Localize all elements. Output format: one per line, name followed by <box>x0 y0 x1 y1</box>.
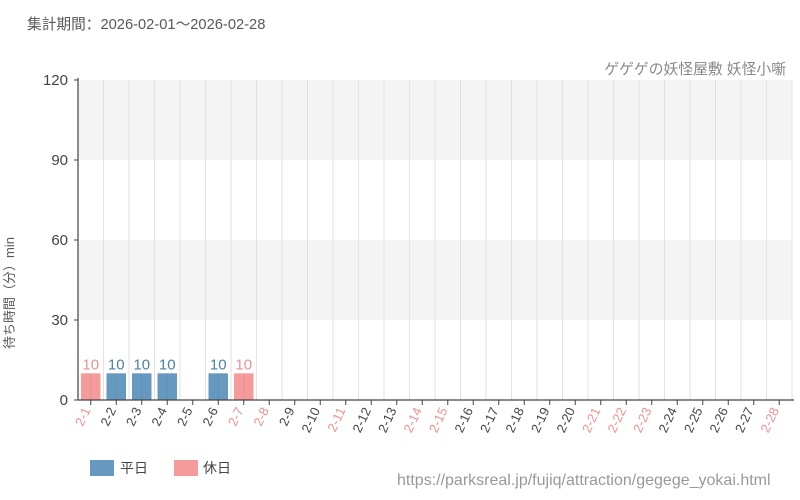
svg-text:2-10: 2-10 <box>298 405 323 435</box>
svg-text:2-13: 2-13 <box>375 405 400 435</box>
svg-text:10: 10 <box>210 356 227 373</box>
svg-text:2-2: 2-2 <box>97 405 119 428</box>
svg-text:2-20: 2-20 <box>553 405 578 435</box>
svg-text:2-4: 2-4 <box>148 405 170 428</box>
svg-text:90: 90 <box>51 152 68 169</box>
svg-text:2-8: 2-8 <box>250 405 272 428</box>
svg-text:2-24: 2-24 <box>655 405 680 435</box>
svg-text:2-18: 2-18 <box>502 405 527 435</box>
svg-text:2-16: 2-16 <box>451 405 476 435</box>
svg-text:2-17: 2-17 <box>477 405 502 435</box>
svg-text:2-15: 2-15 <box>426 405 451 435</box>
svg-text:2-5: 2-5 <box>174 405 196 428</box>
svg-text:10: 10 <box>133 356 150 373</box>
svg-text:2-7: 2-7 <box>225 405 247 428</box>
svg-text:2-1: 2-1 <box>72 405 94 428</box>
svg-text:2-27: 2-27 <box>732 405 757 435</box>
svg-text:2-9: 2-9 <box>276 405 298 428</box>
svg-text:2-12: 2-12 <box>349 405 374 435</box>
svg-text:0: 0 <box>60 392 68 409</box>
svg-text:2-23: 2-23 <box>630 405 655 435</box>
svg-text:120: 120 <box>43 72 68 89</box>
svg-text:2-6: 2-6 <box>199 405 221 428</box>
svg-text:2-11: 2-11 <box>324 405 348 434</box>
svg-text:2-21: 2-21 <box>579 405 604 435</box>
svg-text:2-28: 2-28 <box>757 405 782 435</box>
svg-text:60: 60 <box>51 232 68 249</box>
svg-text:2-14: 2-14 <box>400 405 425 435</box>
svg-text:30: 30 <box>51 312 68 329</box>
svg-text:10: 10 <box>235 356 252 373</box>
svg-text:2-26: 2-26 <box>706 405 731 435</box>
svg-text:2-22: 2-22 <box>604 405 629 435</box>
svg-text:10: 10 <box>108 356 125 373</box>
svg-text:2-25: 2-25 <box>681 405 706 435</box>
svg-text:2-3: 2-3 <box>123 405 145 428</box>
svg-text:10: 10 <box>82 356 99 373</box>
svg-text:10: 10 <box>159 356 176 373</box>
svg-text:2-19: 2-19 <box>528 405 553 435</box>
